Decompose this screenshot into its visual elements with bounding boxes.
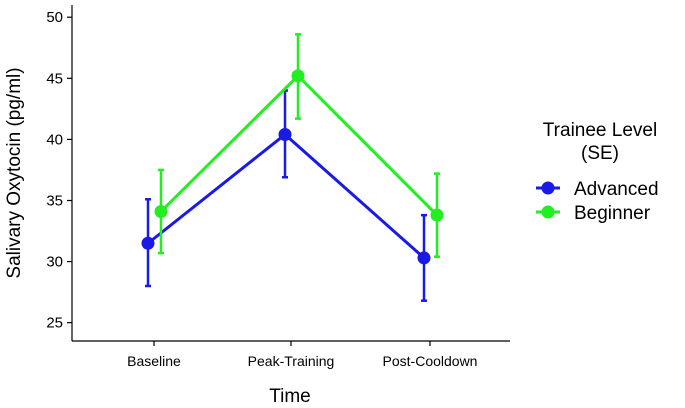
y-tick-label: 30 xyxy=(46,254,63,271)
x-tick-label: Post-Cooldown xyxy=(383,353,478,369)
series-layer xyxy=(141,33,444,302)
legend-title-line-1: Trainee Level xyxy=(543,120,657,141)
legend-title-line-2: (SE) xyxy=(581,143,619,164)
data-point xyxy=(141,236,155,250)
legend-marker xyxy=(541,181,555,195)
y-axis-title: Salivary Oxytocin (pg/ml) xyxy=(4,67,25,278)
legend-label: Beginner xyxy=(574,203,651,224)
legend-label: Advanced xyxy=(574,179,659,200)
legend: Trainee Level (SE) Advanced Beginner xyxy=(536,120,659,224)
y-tick-label: 50 xyxy=(46,9,63,26)
x-axis-title: Time xyxy=(269,386,311,407)
x-tick-label: Peak-Training xyxy=(248,353,335,369)
data-point xyxy=(417,251,431,265)
legend-items: Advanced Beginner xyxy=(536,179,659,224)
x-axis-ticks: Baseline Peak-Training Post-Cooldown xyxy=(127,341,477,369)
plot-area: 25 30 35 40 45 50 Baseline Peak-Training Post-C… xyxy=(46,5,510,369)
y-axis-ticks: 25 30 35 40 45 50 xyxy=(46,9,72,332)
data-point xyxy=(430,208,444,222)
legend-marker xyxy=(541,205,555,219)
legend-item-advanced: Advanced xyxy=(536,179,659,200)
y-tick-label: 35 xyxy=(46,192,63,209)
y-tick-label: 45 xyxy=(46,70,63,87)
x-tick-label: Baseline xyxy=(127,353,181,369)
legend-item-beginner: Beginner xyxy=(536,203,651,224)
data-point xyxy=(291,69,305,83)
data-point xyxy=(278,128,292,142)
series-beginner xyxy=(154,33,444,258)
y-tick-label: 25 xyxy=(46,315,63,332)
y-tick-label: 40 xyxy=(46,131,63,148)
series-advanced xyxy=(141,89,431,302)
data-point xyxy=(154,204,168,218)
